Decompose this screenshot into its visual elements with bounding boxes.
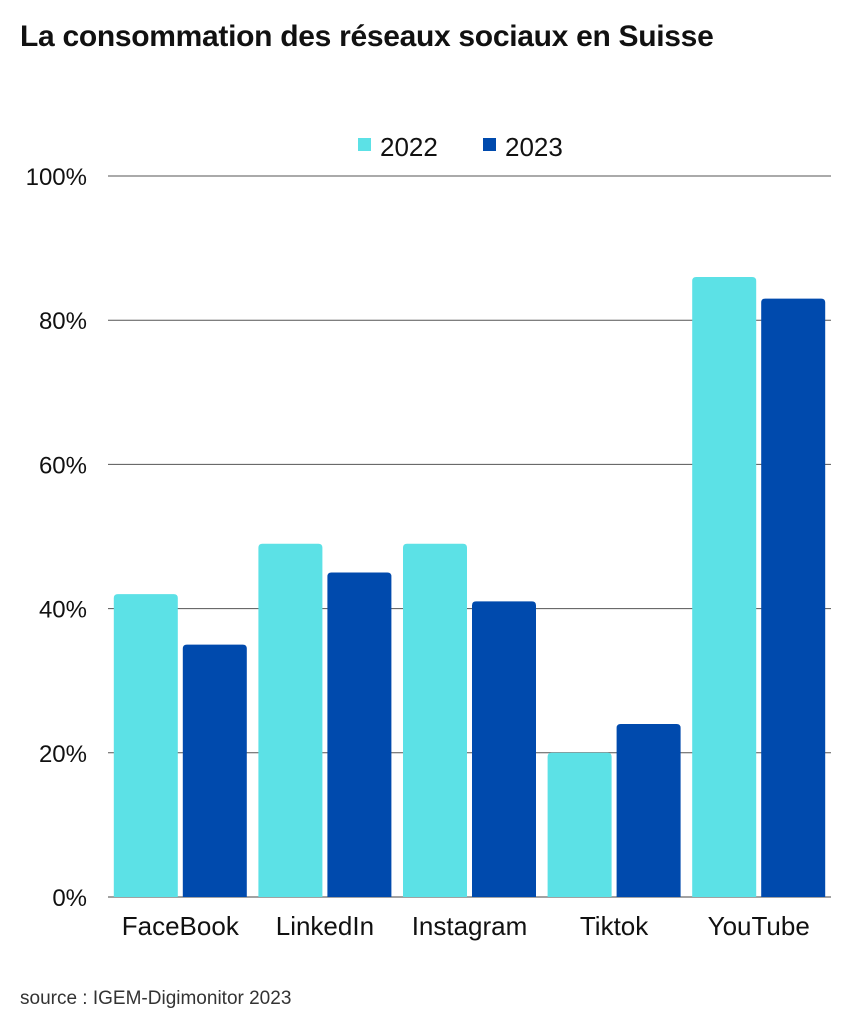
- bar-instagram-2022: [403, 543, 467, 897]
- x-tick-label: FaceBook: [122, 911, 240, 941]
- x-tick-label: Instagram: [412, 911, 528, 941]
- x-tick-label: LinkedIn: [276, 911, 374, 941]
- x-tick-label: Tiktok: [580, 911, 649, 941]
- legend-label-2023: 2023: [505, 132, 563, 162]
- y-tick-label: 20%: [39, 741, 87, 768]
- y-tick-label: 40%: [39, 597, 87, 624]
- bar-chart: 0% 20% 40% 60% 80% 100% FaceBook LinkedIn Instag…: [26, 132, 831, 941]
- legend-swatch-2023: [483, 138, 496, 151]
- bar-facebook-2022: [113, 594, 178, 897]
- bar-instagram-2023: [472, 601, 536, 897]
- y-tick-label: 80%: [39, 308, 87, 335]
- bar-youtube-2023: [761, 298, 826, 897]
- bar-facebook-2023: [182, 644, 247, 897]
- bar-youtube-2022: [692, 276, 757, 897]
- x-tick-label: YouTube: [708, 911, 810, 941]
- bar-linkedin-2022: [258, 543, 323, 897]
- legend-label-2022: 2022: [380, 132, 438, 162]
- source-note: source : IGEM-Digimonitor 2023: [20, 988, 292, 1009]
- chart-title: La consommation des réseaux sociaux en S…: [20, 20, 714, 53]
- legend-swatch-2022: [358, 138, 371, 151]
- y-tick-label: 60%: [39, 452, 87, 479]
- bar-linkedin-2023: [327, 572, 392, 897]
- bar-tiktok-2022: [547, 752, 612, 897]
- y-tick-label: 100%: [26, 164, 87, 191]
- bar-tiktok-2023: [616, 723, 681, 897]
- y-tick-label: 0%: [52, 885, 87, 912]
